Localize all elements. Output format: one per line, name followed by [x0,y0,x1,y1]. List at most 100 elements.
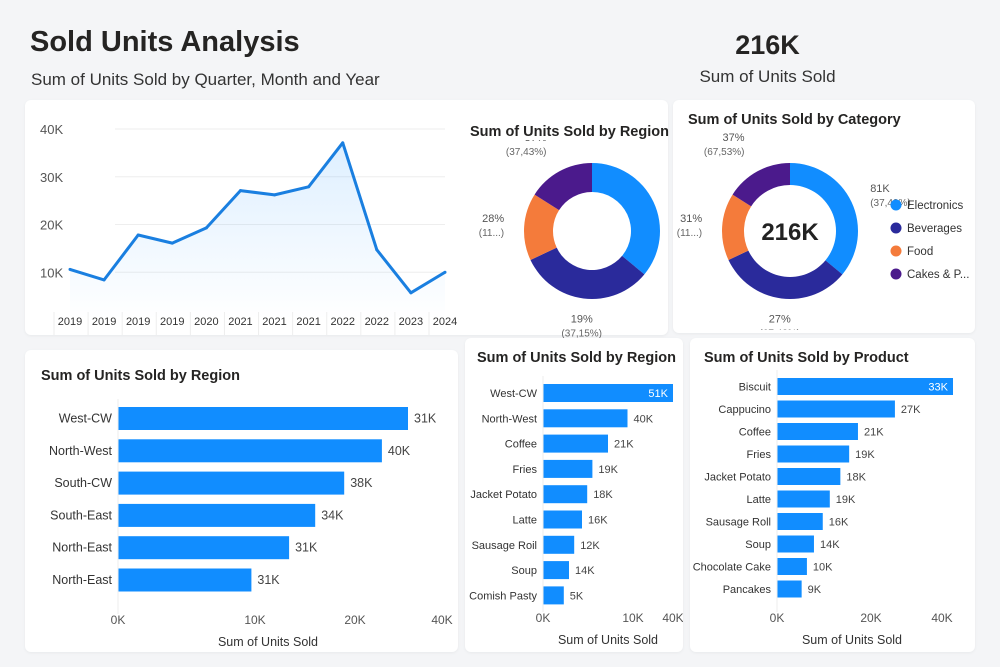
donut-slice [592,163,660,275]
category-donut-title: Sum of Units Sold by Category [688,112,901,128]
bar [543,561,569,580]
x-period-label: June [195,334,218,335]
data-point [443,270,447,274]
category-label: South-CW [54,476,112,490]
data-label: 40K [388,444,411,458]
category-label: Biscuit [739,382,771,394]
bar [777,513,823,530]
bar [777,400,895,418]
x-period-label: July [402,334,421,335]
data-label: 31K [295,541,318,555]
region-bar-chart-2[interactable]: West-CW 51K North-West 40K Coffee 21K Fries 19K… [465,338,683,652]
data-label: 16K [829,517,849,529]
bar [543,586,564,605]
category-label: North-East [52,573,112,587]
x-tick-label: 40K [662,611,683,625]
page-subtitle: Sum of Units Sold by Quarter, Month and … [31,70,380,89]
x-axis-title: Sum of Units Sold [802,633,902,647]
bar [118,503,316,527]
category-label: Comish Pasty [469,590,537,602]
x-year-label: 2019 [58,316,82,328]
region-donut-title: Sum of Units Sold by Region [470,124,669,140]
category-label: Sausage Roll [706,517,771,529]
bar [777,445,850,463]
region-donut-chart[interactable]: 81K(37,43%)19%(37,15%)28%(11...)37%(37,4… [465,140,665,340]
data-point [238,189,242,193]
data-label: 38K [350,476,373,490]
x-year-label: 2019 [126,316,150,328]
bar [777,535,814,553]
category-label: North-West [49,444,113,458]
data-label: 19K [836,494,856,506]
kpi-label: Sum of Units Sold [699,67,836,86]
x-period-label: April [162,334,183,335]
category-label: Coffee [739,427,771,439]
bar [543,384,673,402]
slice-label: 31% [680,213,702,225]
bar [777,580,802,598]
legend-marker [890,268,902,280]
legend-label: Beverages [907,223,962,235]
region-bar-card-2[interactable]: Sum of Units Sold by Region West-CW 51K No… [465,338,683,652]
bar [777,490,830,508]
x-period-label: Aug... [329,334,356,335]
product-bar-chart[interactable]: Biscuit 33K Cappucino 27K Coffee 21K Fries 19K J… [690,338,975,652]
y-tick-label: 10K [40,265,63,280]
category-label: North-East [52,541,112,555]
x-tick-label: 10K [622,611,643,625]
region-bar-card[interactable]: Sum of Units Sold by Region West-CW 31K No… [25,350,458,652]
page-title: Sold Units Analysis [30,26,300,58]
data-point [375,248,379,252]
x-period-label: Q14 [435,334,455,335]
category-donut-card[interactable]: Sum of Units Sold by Category 81K (37,49%… [673,100,975,333]
data-label: 16K [588,515,608,527]
bar [543,535,575,554]
x-year-label: 2019 [92,316,116,328]
data-point [68,267,72,271]
legend-marker [890,245,902,257]
donut-slice [732,163,790,207]
data-label: 19K [598,464,618,476]
category-label: Latte [513,515,537,527]
x-year-label: 2021 [262,316,286,328]
category-label: Fries [513,464,538,476]
x-year-label: 2022 [330,316,354,328]
data-point [102,278,106,282]
data-label: 31K [257,573,280,587]
region-bar-title: Sum of Units Sold by Region [41,368,240,384]
line-chart-card[interactable]: 10K 20K 30K 40K 2019 West– CW 2019 2019 March 201… [25,100,669,339]
legend-label: Cakes & P... [907,269,969,281]
data-label: 14K [575,565,595,577]
product-bar-card[interactable]: Sum of Units Sold by Product Biscuit 33K C… [690,338,975,652]
slice-label: 37% [524,140,546,144]
x-period-label: March [124,334,153,335]
data-label: 51K [648,388,668,400]
slice-sublabel: (37,15%) [561,328,602,339]
category-label: Fries [747,449,772,461]
legend-label: Food [907,246,933,258]
donut-slice [524,194,560,260]
donut-slice [530,247,645,299]
donut-center-value: 216K [761,219,819,246]
data-label: 21K [614,439,634,451]
data-point [409,291,413,295]
bar [543,485,588,504]
category-label: Sausage Roil [472,540,537,552]
x-period-label: June [263,334,286,335]
x-year-label: 2021 [228,316,252,328]
slice-sublabel: (67,43%) [759,328,800,330]
data-label: 19K [855,449,875,461]
data-point [136,233,140,237]
legend-label: Electronics [907,200,963,212]
region-bar-chart[interactable]: West-CW 31K North-West 40K South-CW 38K South-… [25,350,458,652]
x-tick-label: 40K [431,613,452,627]
bar [543,459,593,478]
legend-marker [890,222,902,234]
data-point [170,241,174,245]
bar [118,568,252,592]
line-chart[interactable]: 10K 20K 30K 40K 2019 West– CW 2019 2019 March 201… [25,100,465,335]
area-fill [70,142,445,320]
category-donut-chart[interactable]: 81K (37,49%)Electronics 27% (67,43%) Beverag… [673,130,975,330]
bar [118,439,382,463]
donut-slice [534,163,592,211]
